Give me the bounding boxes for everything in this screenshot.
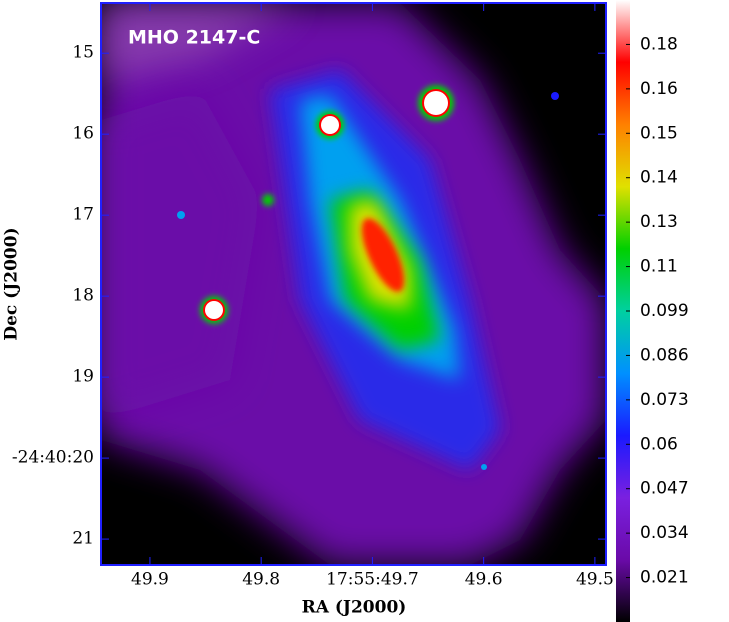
stars [177,85,559,470]
x-tick-label: 17:55:49.7 [326,570,419,590]
chart-title: MHO 2147-C [128,27,260,49]
x-axis-label: RA (J2000) [302,598,407,618]
colorbar-tick-label: 0.14 [640,168,678,188]
colorbar-tick-label: 0.16 [640,79,678,99]
colorbar-tick-label: 0.034 [640,523,689,543]
y-tick-label: -24:40:20 [12,448,94,468]
y-tick-label: 18 [72,286,94,306]
colorbar-tick-label: 0.15 [640,123,678,143]
colorbar-tick-label: 0.047 [640,479,689,499]
colorbar-tick-label: 0.099 [640,301,689,321]
y-axis-label: Dec (J2000) [2,227,22,340]
colorbar-tick-label: 0.073 [640,390,689,410]
colorbar [616,0,630,622]
colorbar-tick-label: 0.06 [640,434,678,454]
x-tick-label: 49.5 [576,570,614,590]
y-tick-label: 19 [72,367,94,387]
frame [100,2,607,566]
colorbar-tick-label: 0.13 [640,212,678,232]
colorbar-tick-label: 0.086 [640,345,689,365]
x-tick-label: 49.6 [465,570,503,590]
y-tick-label: 17 [72,205,94,225]
x-tick-label: 49.8 [242,570,280,590]
colorbar-tick-label: 0.18 [640,34,678,54]
x-tick-label: 49.9 [131,570,169,590]
y-tick-label: 16 [72,124,94,144]
y-tick-label: 15 [72,43,94,63]
image: MHO 2147-C [101,3,606,565]
y-tick-label: 21 [72,529,94,549]
colorbar-tick-label: 0.11 [640,257,678,277]
colorbar-tick-label: 0.021 [640,568,689,588]
